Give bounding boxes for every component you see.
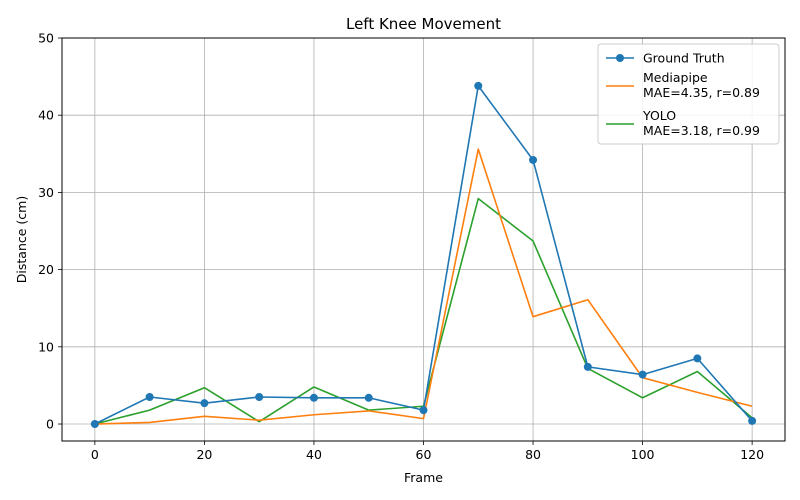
data-point <box>474 81 483 90</box>
data-point <box>364 393 373 402</box>
data-point <box>529 155 538 164</box>
x-tick-label: 40 <box>306 447 322 462</box>
x-tick-label: 60 <box>416 447 432 462</box>
legend-label: Mediapipe <box>643 70 708 85</box>
data-point <box>693 354 702 363</box>
legend-label-stats: MAE=3.18, r=0.99 <box>643 123 760 138</box>
data-point <box>419 406 428 415</box>
series-ground-truth <box>90 81 757 429</box>
legend-label-stats: MAE=4.35, r=0.89 <box>643 85 760 100</box>
y-tick-label: 0 <box>46 417 54 432</box>
data-point <box>200 399 209 408</box>
x-axis-label: Frame <box>404 470 443 485</box>
data-point <box>583 362 592 371</box>
legend-label: Ground Truth <box>643 51 725 66</box>
data-point <box>638 370 647 379</box>
x-tick-label: 20 <box>196 447 212 462</box>
series-layer <box>90 81 757 429</box>
x-tick-label: 80 <box>525 447 541 462</box>
legend-marker <box>616 54 624 62</box>
data-point <box>145 392 154 401</box>
y-tick-label: 10 <box>38 339 54 354</box>
legend-label: YOLO <box>642 108 676 123</box>
x-tick-label: 0 <box>91 447 99 462</box>
x-tick-label: 100 <box>631 447 655 462</box>
y-tick-label: 50 <box>38 31 54 46</box>
y-axis-label: Distance (cm) <box>14 196 29 283</box>
x-tick-label: 120 <box>740 447 764 462</box>
data-point <box>748 416 757 425</box>
legend-box <box>597 43 780 145</box>
data-point <box>309 393 318 402</box>
ticks: 0 20 40 60 80 100 120 0 10 20 30 40 50 <box>38 31 764 463</box>
y-tick-label: 30 <box>38 185 54 200</box>
data-point <box>255 392 264 401</box>
y-tick-label: 40 <box>38 108 54 123</box>
data-point <box>90 420 99 429</box>
y-tick-label: 20 <box>38 262 54 277</box>
chart-title: Left Knee Movement <box>346 15 501 33</box>
